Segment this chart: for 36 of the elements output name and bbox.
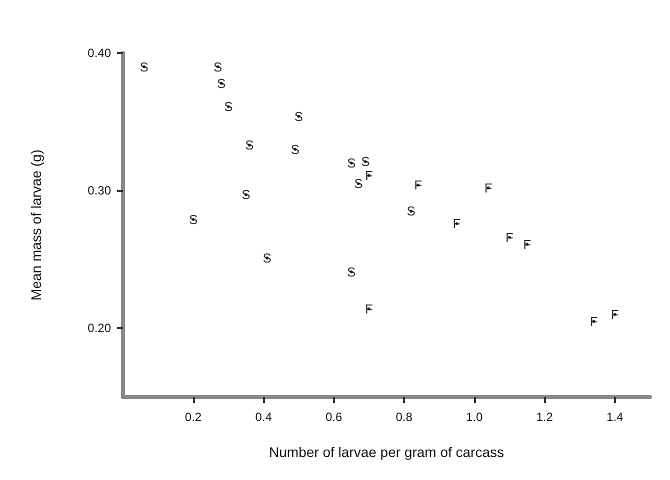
text: F: [610, 306, 619, 322]
series-label: S: [294, 108, 304, 124]
text: S: [217, 76, 226, 91]
y-tick-label: 0.40: [88, 46, 112, 60]
y-tick-label: 0.30: [88, 184, 112, 198]
text: S: [290, 142, 300, 157]
x-axis-title: Number of larvae per gram of carcass: [269, 444, 504, 460]
text: F: [364, 301, 373, 316]
text: S: [224, 99, 233, 114]
y-axis-title: Mean mass of larvae (g): [28, 150, 44, 300]
x-tick-label: 1.2: [536, 410, 554, 424]
text: S: [361, 154, 370, 170]
text: S: [347, 264, 356, 280]
text: F: [414, 178, 422, 193]
text: F: [505, 230, 514, 245]
x-tick-label: 1.4: [606, 410, 624, 424]
text: S: [140, 59, 148, 74]
x-tick-label: 0.8: [396, 410, 413, 424]
text: S: [406, 204, 416, 219]
series-label: F: [452, 216, 461, 232]
text: S: [347, 156, 356, 171]
x-tick-label: 0.2: [184, 410, 202, 424]
x-tick-label: 1.0: [466, 410, 483, 424]
text: S: [214, 59, 222, 74]
text: S: [245, 138, 254, 153]
text: S: [354, 176, 363, 192]
text: F: [364, 168, 373, 183]
text: S: [262, 250, 272, 266]
y-tick-label: 0.20: [88, 321, 112, 336]
text: S: [188, 212, 198, 227]
text: F: [523, 236, 532, 252]
text: S: [242, 187, 250, 202]
x-tick-label: 0.6: [325, 410, 342, 424]
text: F: [590, 314, 598, 329]
x-tick-label: 0.4: [255, 410, 272, 424]
text: F: [484, 180, 492, 196]
